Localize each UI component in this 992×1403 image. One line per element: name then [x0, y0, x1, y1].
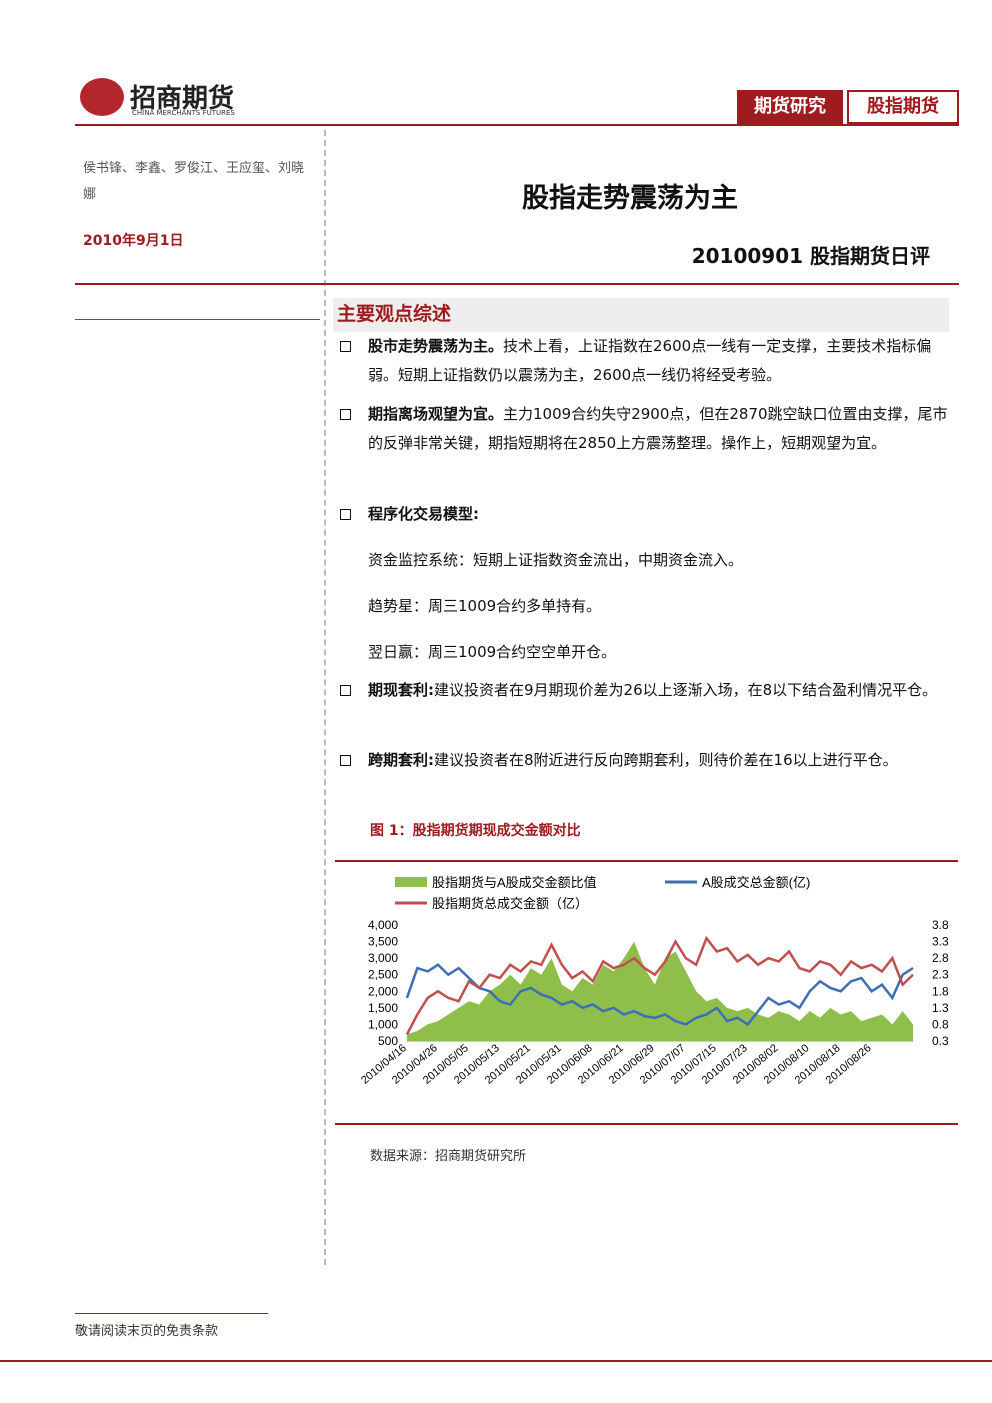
- y-tick-label: 500: [378, 1034, 398, 1048]
- logo: [80, 78, 124, 116]
- y2-tick-label: 0.3: [932, 1034, 949, 1048]
- checkbox: [340, 409, 351, 420]
- point: 期现套利:建议投资者在9月期现价差为26以上逐渐入场，在8以下结合盈利情况平仓。: [340, 676, 952, 705]
- date: 2010年9月1日: [83, 233, 184, 249]
- model-line: 翌日赢：周三1009合约空空单开仓。: [368, 643, 617, 661]
- checkbox: [340, 341, 351, 352]
- legend-label: 股指期货总成交金额（亿）: [432, 896, 588, 911]
- logo-en: CHINA MERCHANTS FUTURES: [132, 109, 235, 117]
- point-text: 建议投资者在8附近进行反向跨期套利，则待价差在16以上进行平仓。: [434, 751, 898, 769]
- y-tick-label: 3,500: [368, 935, 398, 949]
- divider: [324, 130, 326, 1265]
- section-title: 主要观点综述: [333, 298, 949, 332]
- tag: 股指期货: [847, 90, 959, 124]
- bottom-rule: [0, 1360, 992, 1362]
- point-body: 跨期套利:建议投资者在8附近进行反向跨期套利，则待价差在16以上进行平仓。: [368, 746, 952, 775]
- footer-rule: [75, 1313, 268, 1314]
- source: 数据来源：招商期货研究所: [370, 1149, 527, 1164]
- y2-tick-label: 1.8: [932, 984, 949, 998]
- y-tick-label: 4,000: [368, 918, 398, 932]
- point-lead: 期现套利:: [368, 681, 434, 699]
- authors: 侯书锋、李鑫、罗俊江、王应玺、刘晓娜: [83, 161, 305, 202]
- point-text: 建议投资者在9月期现价差为26以上逐渐入场，在8以下结合盈利情况平仓。: [434, 681, 938, 699]
- logo-cn: 招商期货: [130, 84, 235, 114]
- line: [405, 935, 914, 1035]
- y-tick-label: 1,000: [368, 1017, 398, 1031]
- top-rule: [75, 124, 959, 126]
- point-body: 期指离场观望为宜。主力1009合约失守2900点，但在2870跳空缺口位置由支撑…: [368, 400, 952, 458]
- model-line: 趋势星：周三1009合约多单持有。: [368, 597, 602, 615]
- point-lead: 程序化交易模型:: [368, 505, 479, 523]
- y2-tick-label: 2.3: [932, 968, 949, 982]
- point: 股市走势震荡为主。技术上看，上证指数在2600点一线有一定支撑，主要技术指标偏弱…: [340, 332, 952, 390]
- area: [407, 941, 913, 1041]
- y2-tick-label: 2.8: [932, 951, 949, 965]
- legend-label: A股成交总金额(亿): [702, 875, 810, 890]
- y2-tick-label: 3.8: [932, 918, 949, 932]
- figure-caption: 图 1：股指期货期现成交金额对比: [370, 823, 581, 839]
- point-body: 期现套利:建议投资者在9月期现价差为26以上逐渐入场，在8以下结合盈利情况平仓。: [368, 676, 952, 705]
- subtitle: 20100901 股指期货日评: [691, 244, 930, 268]
- point-lead: 跨期套利:: [368, 751, 434, 769]
- y-tick-label: 3,000: [368, 951, 398, 965]
- legend-label: 股指期货与A股成交金额比值: [432, 875, 597, 890]
- y2-tick-label: 1.3: [932, 1001, 949, 1015]
- checkbox: [340, 685, 351, 696]
- rule: [75, 319, 320, 320]
- point: 跨期套利:建议投资者在8附近进行反向跨期套利，则待价差在16以上进行平仓。: [340, 746, 952, 775]
- checkbox: [340, 755, 351, 766]
- y2-tick-label: 0.8: [932, 1017, 949, 1031]
- title: 股指走势震荡为主: [522, 183, 738, 214]
- point-lead: 股市走势震荡为主。: [368, 337, 504, 355]
- line: [405, 963, 914, 1027]
- footer: 敬请阅读末页的免责条款: [75, 1324, 219, 1339]
- point-text: 技术上看，上证指数在2600点一线有一定支撑，主要技术指标偏弱。短期上证指数仍以…: [368, 337, 932, 384]
- point: 程序化交易模型:: [340, 500, 952, 529]
- legend-swatch: [395, 877, 427, 887]
- point-body: 程序化交易模型:: [368, 500, 952, 529]
- tag: 期货研究: [737, 90, 843, 124]
- point: 期指离场观望为宜。主力1009合约失守2900点，但在2870跳空缺口位置由支撑…: [340, 400, 952, 458]
- y2-tick-label: 3.3: [932, 935, 949, 949]
- y-tick-label: 2,000: [368, 984, 398, 998]
- y-tick-label: 2,500: [368, 968, 398, 982]
- point-lead: 期指离场观望为宜。: [368, 405, 504, 423]
- point-body: 股市走势震荡为主。技术上看，上证指数在2600点一线有一定支撑，主要技术指标偏弱…: [368, 332, 952, 390]
- checkbox: [340, 509, 351, 520]
- model-line: 资金监控系统：短期上证指数资金流出，中期资金流入。: [368, 551, 744, 569]
- y-tick-label: 1,500: [368, 1001, 398, 1015]
- point-text: 主力1009合约失守2900点，但在2870跳空缺口位置由支撑，尾市的反弹非常关…: [368, 405, 948, 452]
- rule: [75, 283, 959, 285]
